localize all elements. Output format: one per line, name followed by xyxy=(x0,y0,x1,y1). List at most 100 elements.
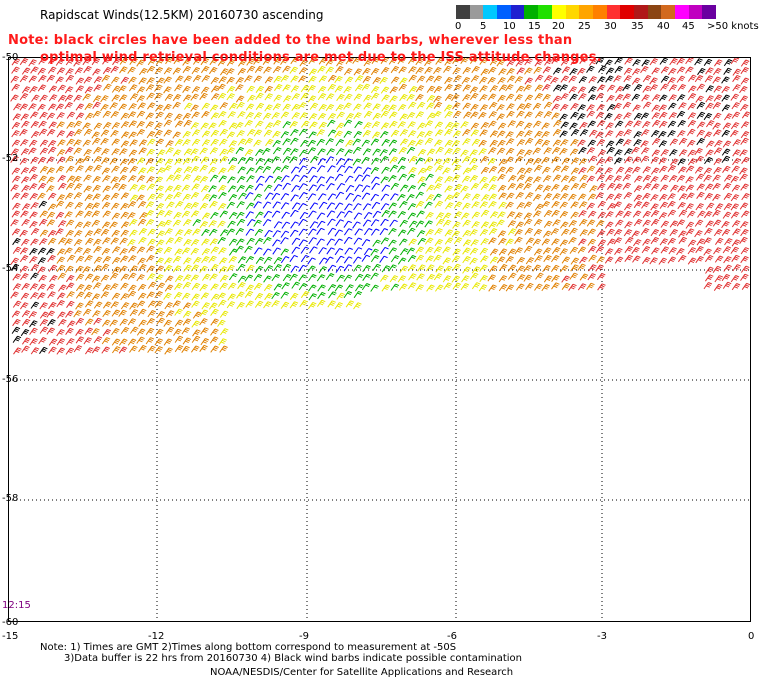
wind-barb xyxy=(289,301,299,309)
wind-barb xyxy=(478,284,488,292)
wind-barb xyxy=(228,212,238,220)
wind-barb xyxy=(559,84,568,92)
wind-barb xyxy=(101,157,110,165)
wind-barb xyxy=(182,174,192,182)
wind-barb xyxy=(39,311,49,319)
wind-barb xyxy=(244,290,254,298)
wind-barb xyxy=(479,176,488,184)
wind-barb xyxy=(740,137,749,145)
wind-barb xyxy=(552,219,561,227)
wind-barb xyxy=(309,121,318,129)
wind-barb xyxy=(696,191,705,199)
wind-barb xyxy=(633,185,643,193)
wind-barb xyxy=(199,309,209,317)
wind-barb xyxy=(181,345,190,353)
wind-barb xyxy=(451,174,461,182)
wind-barb xyxy=(633,200,643,209)
wind-barb xyxy=(406,173,416,181)
wind-barb xyxy=(226,228,235,236)
wind-barb xyxy=(83,174,92,182)
wind-barb xyxy=(64,94,74,102)
wind-barb xyxy=(155,193,164,201)
wind-barb xyxy=(154,84,163,92)
wind-barb xyxy=(721,76,730,84)
wind-barb xyxy=(614,157,623,165)
wind-barb xyxy=(523,167,533,175)
wind-barb xyxy=(73,239,83,247)
wind-barb xyxy=(145,157,155,165)
wind-barb xyxy=(388,111,398,119)
wind-barb xyxy=(138,319,147,327)
wind-barb xyxy=(11,310,21,318)
wind-barb xyxy=(361,174,371,182)
wind-barb xyxy=(695,203,704,211)
wind-barb xyxy=(426,102,435,110)
wind-barb xyxy=(651,112,660,120)
wind-barb xyxy=(659,193,668,201)
wind-barb xyxy=(343,210,353,218)
wind-barb xyxy=(236,184,245,193)
wind-barb xyxy=(624,245,633,254)
wind-barb xyxy=(156,77,165,85)
legend-label: 30 xyxy=(604,21,617,32)
wind-barb xyxy=(217,58,227,66)
wind-barb xyxy=(30,120,40,129)
wind-barb xyxy=(182,139,191,147)
wind-barb xyxy=(164,347,173,355)
wind-barb xyxy=(300,92,309,100)
wind-barb xyxy=(460,212,470,220)
wind-barb xyxy=(344,149,353,157)
wind-barb xyxy=(173,184,182,192)
wind-barb xyxy=(91,293,101,301)
wind-barb xyxy=(379,131,389,139)
wind-barb xyxy=(588,129,598,137)
wind-barb xyxy=(505,147,515,155)
wind-barb xyxy=(361,139,370,147)
wind-barb xyxy=(730,122,740,130)
wind-barb xyxy=(589,58,598,66)
wind-barb xyxy=(245,211,254,219)
wind-barb xyxy=(271,192,281,200)
wind-barb xyxy=(696,111,706,119)
wind-barb xyxy=(217,111,227,119)
wind-barb xyxy=(650,203,659,211)
wind-barb xyxy=(543,220,553,228)
wind-barb xyxy=(91,210,101,218)
wind-speed-legend xyxy=(456,5,717,19)
wind-barb xyxy=(280,237,289,245)
wind-barb xyxy=(650,156,660,164)
wind-barb xyxy=(426,273,435,282)
wind-barb xyxy=(172,300,181,308)
wind-barb xyxy=(434,121,444,129)
wind-barb xyxy=(497,77,506,85)
wind-barb xyxy=(570,103,579,111)
wind-barb xyxy=(47,229,57,238)
wind-barb xyxy=(624,120,634,128)
wind-barb xyxy=(120,282,129,290)
wind-barb xyxy=(397,156,407,165)
wind-barb xyxy=(37,292,46,300)
wind-barb xyxy=(47,103,57,111)
wind-barb xyxy=(318,257,328,265)
wind-barb xyxy=(488,175,498,183)
wind-barb xyxy=(253,282,263,290)
wind-barb xyxy=(732,149,741,157)
wind-barb xyxy=(408,273,417,281)
wind-barb xyxy=(273,257,283,265)
wind-barb xyxy=(667,68,677,76)
wind-barb xyxy=(336,157,345,166)
wind-barb xyxy=(416,75,426,83)
wind-barb xyxy=(38,128,48,136)
wind-barb xyxy=(334,173,344,181)
wind-barb xyxy=(200,292,210,300)
wind-barb xyxy=(379,76,388,84)
wind-barb xyxy=(551,112,560,120)
wind-barb xyxy=(82,248,92,256)
wind-barb xyxy=(49,275,58,283)
wind-barb xyxy=(273,75,282,83)
legend-label: 35 xyxy=(631,21,644,32)
wind-barb xyxy=(29,320,38,328)
wind-barb xyxy=(544,58,553,66)
wind-barb xyxy=(29,86,38,94)
wind-barb xyxy=(91,202,101,210)
